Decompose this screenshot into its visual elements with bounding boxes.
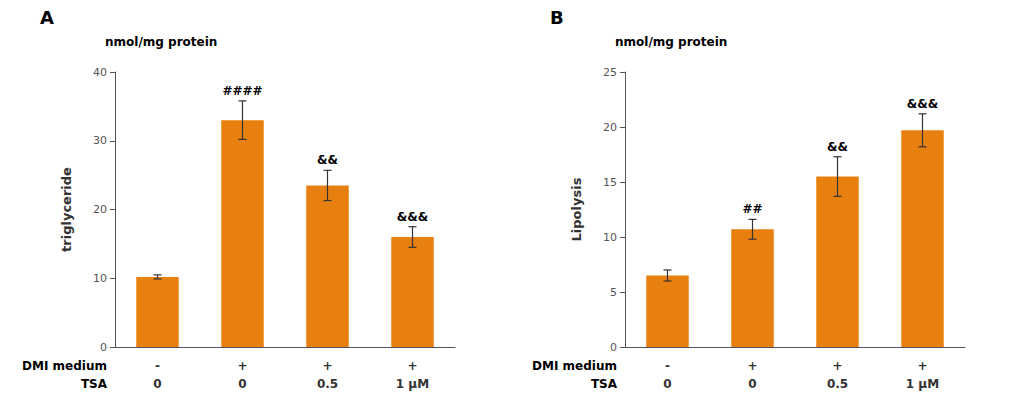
svg-text:####: #### <box>222 84 262 98</box>
svg-text:DMI medium: DMI medium <box>532 359 617 373</box>
svg-text:0: 0 <box>238 377 246 391</box>
svg-text:##: ## <box>742 202 762 216</box>
svg-text:0: 0 <box>663 377 671 391</box>
svg-text:+: + <box>747 359 757 373</box>
svg-text:-: - <box>665 359 670 373</box>
svg-text:triglyceride: triglyceride <box>59 167 74 252</box>
svg-text:Lipolysis: Lipolysis <box>569 177 584 241</box>
svg-text:nmol/mg protein: nmol/mg protein <box>615 35 727 49</box>
svg-text:&&: && <box>827 140 848 154</box>
svg-text:0: 0 <box>153 377 161 391</box>
svg-text:0: 0 <box>610 341 617 354</box>
svg-text:+: + <box>407 359 417 373</box>
svg-text:1 μM: 1 μM <box>396 377 429 391</box>
svg-text:0: 0 <box>748 377 756 391</box>
svg-text:A: A <box>40 7 54 28</box>
svg-text:DMI medium: DMI medium <box>22 359 107 373</box>
svg-text:B: B <box>550 7 564 28</box>
svg-text:10: 10 <box>93 272 107 285</box>
svg-text:5: 5 <box>610 286 617 299</box>
svg-text:nmol/mg protein: nmol/mg protein <box>105 35 217 49</box>
svg-text:10: 10 <box>603 231 617 244</box>
svg-text:0.5: 0.5 <box>317 377 338 391</box>
svg-text:&&&: &&& <box>907 97 938 111</box>
svg-text:+: + <box>917 359 927 373</box>
svg-text:1 μM: 1 μM <box>906 377 939 391</box>
svg-text:15: 15 <box>603 176 617 189</box>
svg-text:40: 40 <box>93 66 107 79</box>
svg-text:25: 25 <box>603 66 617 79</box>
svg-text:TSA: TSA <box>591 377 618 391</box>
svg-text:&&&: &&& <box>397 210 428 224</box>
svg-text:+: + <box>237 359 247 373</box>
svg-text:0: 0 <box>100 341 107 354</box>
svg-text:-: - <box>155 359 160 373</box>
svg-text:0.5: 0.5 <box>827 377 848 391</box>
svg-text:&&: && <box>317 153 338 167</box>
svg-text:+: + <box>832 359 842 373</box>
svg-text:20: 20 <box>603 121 617 134</box>
svg-text:20: 20 <box>93 203 107 216</box>
svg-text:+: + <box>322 359 332 373</box>
svg-text:30: 30 <box>93 134 107 147</box>
svg-text:TSA: TSA <box>81 377 108 391</box>
